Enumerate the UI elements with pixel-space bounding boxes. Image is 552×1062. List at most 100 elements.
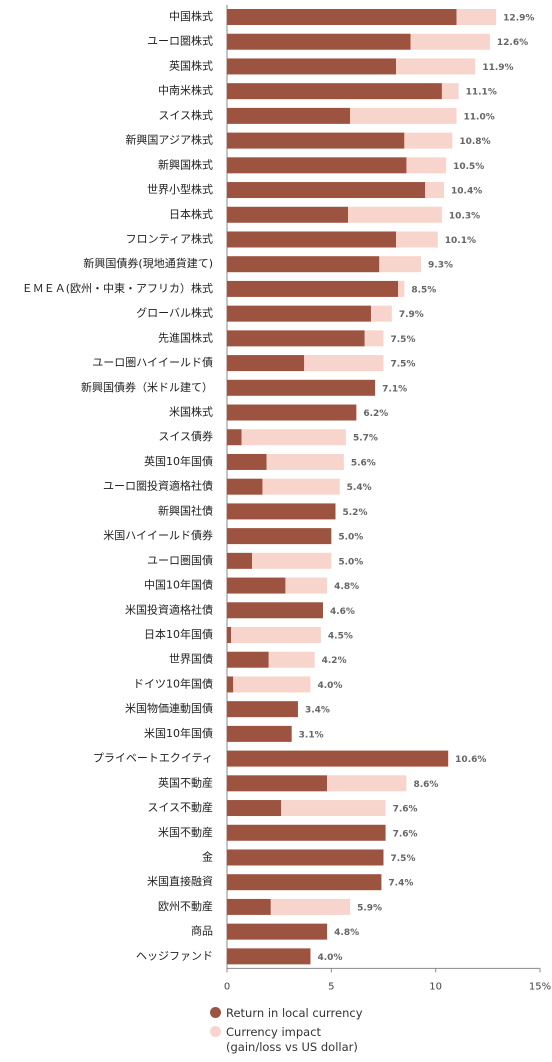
category-label: 世界小型株式 xyxy=(147,182,213,196)
bar-segment xyxy=(285,577,328,594)
bar-segment xyxy=(227,330,365,347)
total-label: 7.5% xyxy=(391,854,416,864)
category-label: 米国直接融資 xyxy=(147,874,213,888)
category-label: 中国10年国債 xyxy=(144,578,213,592)
bar-segment xyxy=(227,256,380,273)
category-label: ユーロ圏投資適格社債 xyxy=(103,479,213,493)
category-label: 英国10年国債 xyxy=(144,454,213,468)
legend-label: Return in local currency xyxy=(226,1006,363,1020)
category-label: 英国株式 xyxy=(169,58,213,72)
total-label: 10.6% xyxy=(455,755,486,765)
total-label: 11.0% xyxy=(464,112,495,122)
category-label: ＥＭＥＡ(欧州・中東・アフリカ）株式 xyxy=(22,281,213,295)
bar-segment xyxy=(227,898,271,915)
bar-segment xyxy=(227,58,397,75)
total-label: 11.9% xyxy=(482,63,513,73)
total-label: 5.2% xyxy=(343,508,368,518)
total-label: 7.5% xyxy=(391,335,416,345)
total-label: 12.9% xyxy=(503,14,534,24)
category-label: 新興国株式 xyxy=(158,157,213,171)
category-label: 英国不動産 xyxy=(158,775,213,789)
bar-segment xyxy=(266,453,344,470)
bar-segment xyxy=(227,280,399,297)
total-label: 7.1% xyxy=(382,384,407,394)
bar-segment xyxy=(404,132,453,149)
category-label: 新興国債券（米ドル建て） xyxy=(81,380,213,394)
bar-segment xyxy=(410,33,490,50)
bar-segment xyxy=(227,404,357,421)
x-tick-label: 0 xyxy=(224,981,230,992)
bar-segment xyxy=(327,775,407,792)
bar-segment xyxy=(233,676,311,693)
legend-swatch xyxy=(210,1026,221,1037)
category-label: 米国株式 xyxy=(169,405,213,419)
bar-segment xyxy=(227,676,234,693)
bar-segment xyxy=(227,132,405,149)
category-label: 世界国債 xyxy=(169,652,213,666)
bar-segment xyxy=(227,83,442,100)
category-label: ユーロ圏株式 xyxy=(147,34,213,48)
bar-segment xyxy=(227,701,298,718)
total-label: 5.7% xyxy=(353,434,378,444)
category-label: 商品 xyxy=(191,924,213,938)
x-tick-label: 5 xyxy=(328,981,334,992)
bar-segment xyxy=(396,231,438,248)
legend-label: Currency impact (gain/loss vs US dollar) xyxy=(226,1025,358,1054)
bar-segment xyxy=(441,83,459,100)
bar-segment xyxy=(364,330,384,347)
total-label: 7.9% xyxy=(399,310,424,320)
total-label: 10.5% xyxy=(453,162,484,172)
total-label: 12.6% xyxy=(497,38,528,48)
category-label: 米国不動産 xyxy=(158,825,213,839)
category-label: 新興国社債 xyxy=(158,503,213,517)
bar-segment xyxy=(396,58,476,75)
total-label: 11.1% xyxy=(466,88,497,98)
category-label: 日本10年国債 xyxy=(144,627,213,641)
bar-segment xyxy=(350,107,457,124)
category-label: 先進国株式 xyxy=(158,330,213,344)
bar-segment xyxy=(227,231,397,248)
x-tick-label: 10 xyxy=(429,981,442,992)
total-label: 7.4% xyxy=(388,879,413,889)
bar-segment xyxy=(262,478,340,495)
category-label: グローバル株式 xyxy=(136,306,213,320)
bar-segment xyxy=(281,800,386,817)
bar-segment xyxy=(370,305,392,322)
total-label: 5.6% xyxy=(351,458,376,468)
total-label: 10.1% xyxy=(445,236,476,246)
category-label: 新興国アジア株式 xyxy=(125,133,213,147)
total-label: 7.6% xyxy=(393,805,418,815)
legend-swatch xyxy=(210,1007,221,1018)
bar-segment xyxy=(231,627,321,643)
bar-segment xyxy=(227,874,382,891)
category-label: 米国10年国債 xyxy=(144,726,213,740)
bar-segment xyxy=(425,182,445,199)
bar-segment xyxy=(227,528,332,545)
total-label: 8.5% xyxy=(411,285,436,295)
bar-segment xyxy=(227,107,351,124)
category-label: プライベートエクイティ xyxy=(93,752,213,765)
category-label: 金 xyxy=(202,849,213,863)
bar-segment xyxy=(227,182,426,199)
bar-segment xyxy=(227,849,384,866)
bar-segment xyxy=(227,33,411,50)
total-label: 9.3% xyxy=(428,261,453,271)
bar-segment xyxy=(348,206,442,223)
category-label: フロンティア株式 xyxy=(126,231,213,245)
total-label: 5.4% xyxy=(347,483,372,493)
total-label: 3.1% xyxy=(299,730,324,740)
total-label: 4.2% xyxy=(322,656,347,666)
bar-segment xyxy=(241,429,346,446)
category-label: 中南米株式 xyxy=(158,83,213,97)
bar-segment xyxy=(227,602,323,619)
total-label: 5.0% xyxy=(338,557,363,567)
total-label: 10.8% xyxy=(459,137,490,147)
bar-segment xyxy=(456,9,497,25)
bar-segment xyxy=(227,725,292,742)
bar-segment xyxy=(227,775,328,792)
category-label: 中国株式 xyxy=(169,9,213,23)
bar-segment xyxy=(268,651,315,668)
bar-segment xyxy=(227,651,269,668)
total-label: 4.5% xyxy=(328,632,353,642)
